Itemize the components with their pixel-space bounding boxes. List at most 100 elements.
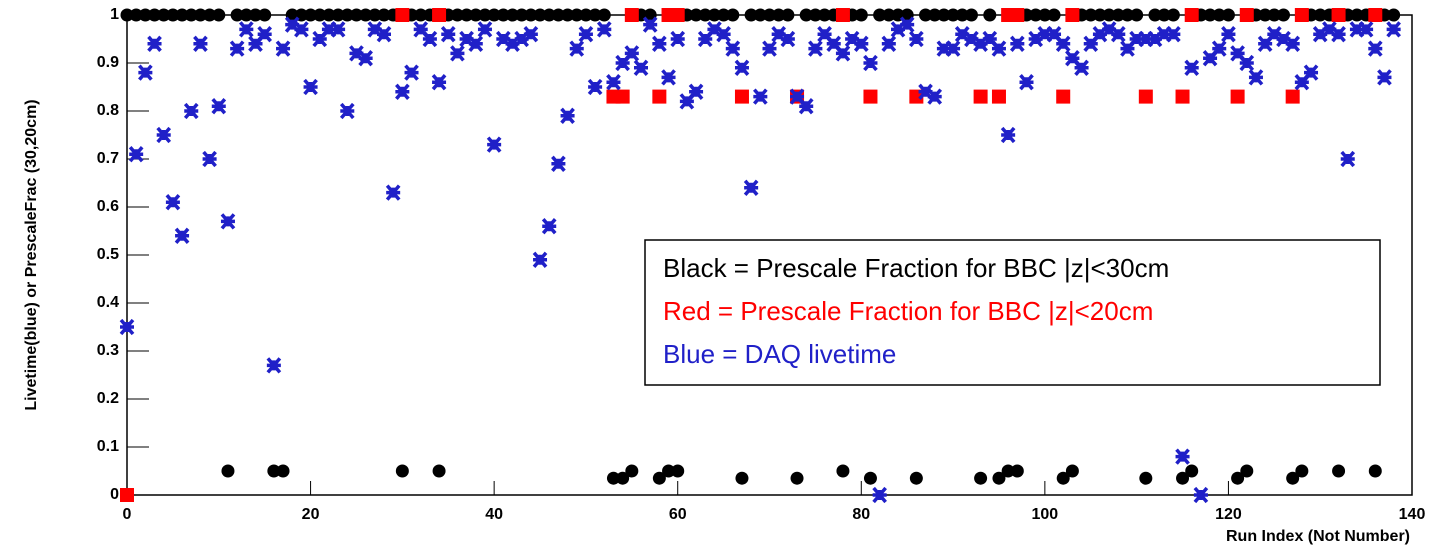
point (487, 8, 501, 22)
point (175, 8, 189, 22)
point (652, 35, 667, 52)
point (909, 30, 924, 48)
point (183, 102, 199, 120)
point (128, 146, 144, 163)
point (212, 8, 226, 22)
point (633, 59, 649, 76)
point (818, 8, 832, 22)
point (1120, 8, 1134, 22)
point (1294, 8, 1309, 22)
point (1221, 8, 1235, 22)
point (138, 8, 152, 22)
point (275, 40, 291, 57)
point (863, 471, 877, 485)
x-tick-label: 60 (669, 506, 687, 523)
point (689, 8, 703, 22)
point (266, 357, 282, 374)
point (395, 8, 410, 22)
point (1221, 26, 1236, 43)
point (450, 8, 464, 22)
point (954, 26, 970, 43)
point (1295, 464, 1309, 478)
point (468, 35, 484, 52)
legend-entry: Red = Prescale Fraction for BBC |z|<20cm (663, 296, 1153, 326)
point (368, 8, 382, 22)
y-tick-label: 0.5 (97, 246, 119, 263)
point (734, 89, 749, 104)
point (1340, 150, 1356, 168)
point (496, 8, 510, 22)
point (835, 8, 850, 22)
point (1202, 50, 1218, 67)
point (1129, 30, 1144, 48)
point (551, 155, 566, 172)
point (743, 179, 759, 196)
point (1074, 59, 1089, 76)
x-tick-label: 40 (485, 506, 503, 523)
point (1322, 21, 1337, 38)
point (762, 40, 777, 57)
point (1148, 8, 1162, 22)
point (1156, 26, 1172, 43)
point (836, 464, 850, 478)
point (450, 45, 465, 62)
point (1358, 21, 1374, 38)
point (1010, 464, 1024, 478)
point (120, 8, 134, 22)
point (248, 35, 263, 52)
x-axis-label: Run Index (Not Number) (1226, 528, 1410, 545)
point (432, 8, 447, 22)
point (258, 8, 272, 22)
y-tick-label: 0.8 (97, 102, 119, 119)
point (294, 21, 309, 38)
point (414, 8, 428, 22)
point (304, 8, 318, 22)
point (157, 8, 171, 22)
y-tick-label: 0.1 (97, 438, 119, 455)
point (973, 35, 988, 52)
point (322, 8, 336, 22)
point (367, 21, 383, 38)
point (936, 40, 952, 57)
point (1138, 30, 1154, 48)
point (578, 26, 594, 43)
x-tick-label: 140 (1399, 506, 1426, 523)
point (707, 21, 722, 38)
point (1350, 8, 1364, 22)
point (1176, 471, 1190, 485)
point (1028, 30, 1044, 48)
point (1230, 89, 1245, 104)
point (753, 8, 767, 22)
point (1184, 59, 1200, 76)
point (579, 8, 593, 22)
point (688, 83, 704, 100)
point (1277, 8, 1290, 22)
point (752, 88, 768, 105)
point (1184, 8, 1199, 22)
point (937, 8, 951, 22)
point (340, 8, 354, 22)
point (670, 8, 685, 22)
point (1258, 8, 1272, 22)
point (166, 8, 180, 22)
point (1203, 8, 1217, 22)
point (413, 21, 429, 38)
x-tick-label: 80 (852, 506, 870, 523)
point (1377, 69, 1392, 86)
point (1092, 26, 1108, 43)
point (303, 78, 318, 96)
point (863, 89, 878, 104)
point (267, 464, 281, 478)
point (541, 218, 557, 235)
point (193, 35, 208, 52)
point (359, 8, 373, 22)
point (1349, 21, 1365, 38)
point (1368, 8, 1383, 22)
point (1010, 8, 1025, 22)
point (1239, 8, 1254, 22)
legend-entry: Black = Prescale Fraction for BBC |z|<30… (663, 253, 1169, 283)
point (789, 88, 805, 105)
point (569, 40, 585, 57)
point (781, 8, 795, 22)
point (1065, 50, 1080, 67)
